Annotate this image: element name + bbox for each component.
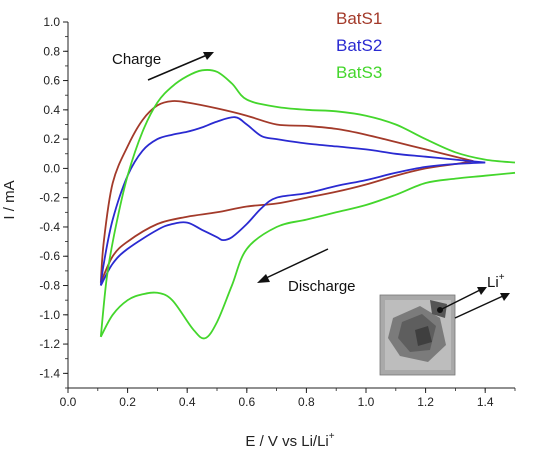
legend-bats1: BatS1 — [336, 9, 382, 28]
y-tick-label: 0.4 — [43, 103, 60, 117]
tem-inset-image — [379, 294, 456, 376]
series-bats2-discharge-line — [100, 161, 486, 286]
y-tick-label: 0.0 — [43, 161, 60, 175]
y-tick-label: -0.8 — [39, 279, 60, 293]
x-tick-label: 1.2 — [417, 395, 434, 409]
y-tick-label: -0.4 — [39, 220, 60, 234]
x-tick-label: 0.0 — [60, 395, 77, 409]
legend-bats3: BatS3 — [336, 63, 382, 82]
charge-arrow — [147, 52, 214, 81]
legend-bats2: BatS2 — [336, 36, 382, 55]
series-bats3-charge-line — [99, 68, 516, 337]
x-tick-label: 0.4 — [179, 395, 196, 409]
y-tick-label: 1.0 — [43, 15, 60, 29]
y-axis-title: I / mA — [1, 180, 18, 219]
x-axis-title: E / V vs Li/Li+ — [245, 431, 334, 450]
y-tick-label: -0.6 — [39, 249, 60, 263]
li-ion-label: Li+ — [487, 272, 505, 291]
discharge-arrow — [257, 248, 329, 283]
discharge-label: Discharge — [288, 278, 356, 295]
x-tick-label: 1.4 — [477, 395, 494, 409]
x-tick-label: 0.8 — [298, 395, 315, 409]
li-ion-arrows — [439, 287, 510, 319]
y-tick-label: -1.4 — [39, 366, 60, 380]
series-bats2-charge-line — [99, 116, 486, 286]
y-tick-label: -0.2 — [39, 191, 60, 205]
x-tick-label: 0.2 — [119, 395, 136, 409]
series-bats1-discharge-line — [99, 160, 474, 283]
x-tick-label: 0.6 — [238, 395, 255, 409]
charge-label: Charge — [112, 51, 161, 68]
y-tick-label: -1.2 — [39, 337, 60, 351]
y-tick-label: 0.2 — [43, 132, 60, 146]
series-bats3-discharge-line — [100, 171, 516, 340]
series-bats1-charge-line — [99, 100, 474, 283]
y-tick-label: 0.8 — [43, 44, 60, 58]
x-tick-label: 1.0 — [358, 395, 375, 409]
y-tick-label: 0.6 — [43, 74, 60, 88]
y-tick-label: -1.0 — [39, 308, 60, 322]
